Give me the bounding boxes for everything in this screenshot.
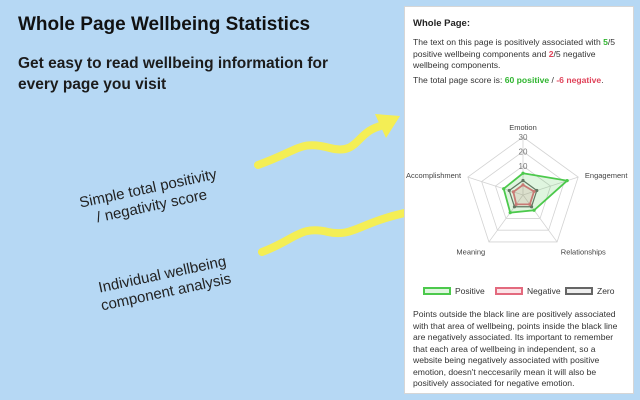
score-prefix: The total page score is: (413, 75, 505, 85)
promo-subtitle: Get easy to read wellbeing information f… (18, 55, 329, 93)
grid-spoke-3 (488, 194, 524, 243)
legend-zero-label: Zero (597, 286, 615, 296)
arrow-top (254, 121, 389, 169)
promo-title: Whole Page Wellbeing Statistics (18, 14, 311, 35)
score-text: The total page score is: 60 positive / -… (413, 75, 627, 87)
wellbeing-panel: Whole Page: The text on this page is pos… (404, 6, 634, 394)
radar-tick-label-1: 20 (519, 148, 528, 157)
summary-pos-count: 5 (603, 37, 608, 47)
radar-tick-label-0: 10 (519, 162, 528, 171)
summary-text: The text on this page is positively asso… (413, 37, 627, 72)
series-positive-point-2 (532, 208, 536, 212)
radar-tick-label-2: 30 (519, 133, 528, 142)
grid-ring-3 (467, 136, 579, 243)
explanation-text: Points outside the black line are positi… (413, 309, 618, 388)
series-zero-point-1 (535, 188, 539, 193)
arrow-bottom (258, 206, 424, 256)
series-negative-point-3 (514, 202, 518, 206)
radar-axis-label-meaning: Meaning (456, 247, 485, 256)
radar-axis-label-accomplishment: Accomplishment (406, 171, 462, 180)
score-sep: / (549, 75, 557, 85)
legend-zero-swatch (565, 287, 593, 295)
series-negative-point-2 (528, 202, 532, 206)
series-zero-point-0 (521, 178, 525, 183)
series-zero-point-2 (529, 205, 534, 209)
arrow-top-head (375, 114, 400, 138)
grid-ring-1 (494, 165, 552, 219)
summary-neg-count: 2 (548, 48, 554, 59)
series-zero-point-3 (512, 205, 517, 209)
legend-positive-label: Positive (455, 286, 485, 296)
legend-positive-swatch (423, 287, 451, 295)
score-negative: -6 negative (556, 75, 602, 85)
series-zero-area (508, 179, 538, 208)
legend-negative-label: Negative (527, 286, 561, 296)
radar-axis-label-emotion: Emotion (509, 123, 537, 132)
series-zero-point-4 (507, 188, 511, 193)
series-positive-point-4 (502, 187, 506, 191)
summary-mid: /5 positive wellbeing components and (413, 37, 616, 59)
grid-ring-2 (481, 151, 565, 231)
series-positive-point-1 (565, 179, 569, 183)
score-positive: 60 positive (504, 75, 550, 85)
legend-positive[interactable]: Positive (423, 286, 485, 296)
score-end: . (601, 75, 604, 85)
series-negative-point-1 (532, 189, 536, 194)
series-negative-point-4 (511, 190, 515, 194)
legend-negative[interactable]: Negative (495, 286, 561, 296)
radar-axis-label-relationships: Relationships (561, 247, 606, 256)
series-negative-point-0 (521, 183, 525, 187)
series-positive-point-0 (521, 171, 525, 175)
radar-axis-label-engagement: Engagement (585, 171, 628, 180)
panel-heading: Whole Page: (413, 18, 471, 29)
grid-spoke-2 (522, 194, 558, 243)
legend-zero[interactable]: Zero (565, 286, 614, 296)
series-positive-area (502, 172, 570, 214)
legend-negative-swatch (495, 287, 523, 295)
summary-prefix: The text on this page is positively asso… (413, 37, 604, 47)
summary-suffix: /5 negative wellbeing components. (413, 48, 596, 71)
series-positive-point-3 (508, 210, 512, 215)
series-negative-area (512, 183, 536, 206)
